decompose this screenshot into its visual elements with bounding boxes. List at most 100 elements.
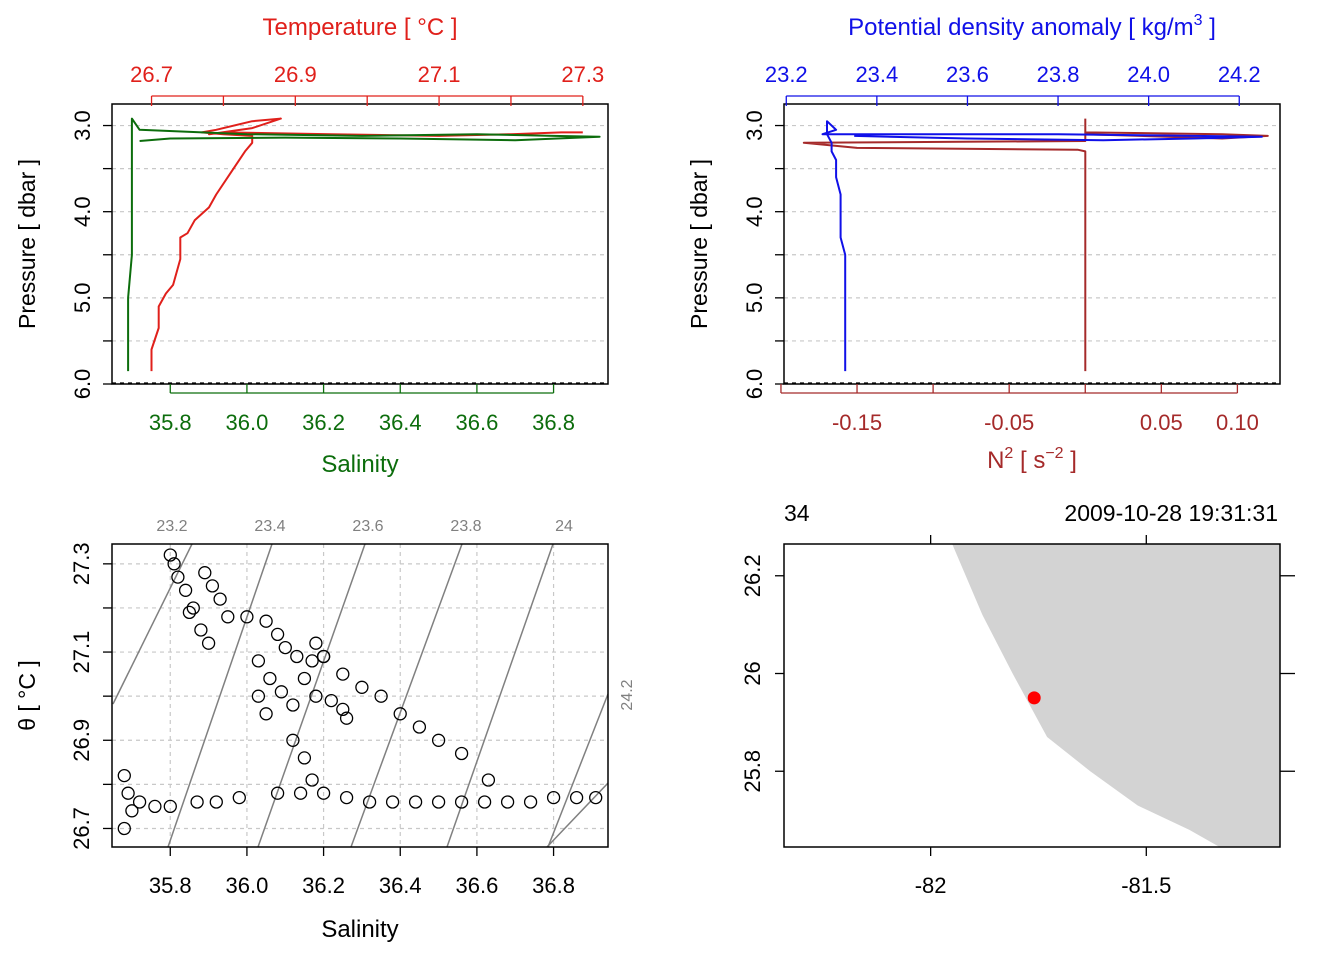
ts-point [297, 751, 312, 765]
ts-point [309, 636, 323, 650]
x-axis-title: Salinity [321, 916, 398, 943]
isopycnal-lines [112, 544, 608, 847]
density-axis-title: Potential density anomaly [ kg/m3 ] [848, 12, 1216, 41]
plot-frame [783, 543, 1281, 848]
temperature-tick-label: 26.7 [130, 62, 173, 87]
n2-profile-line [802, 118, 1269, 372]
ts-point [278, 640, 292, 655]
n2-tick-label: -0.15 [832, 410, 882, 435]
y-axis-title: θ [ °C ] [14, 660, 40, 731]
salinity-tick-label: 36.4 [379, 410, 422, 435]
ts-point [293, 786, 308, 800]
salinity-tick-label: 35.8 [149, 410, 192, 435]
ts-point [316, 786, 331, 800]
ts-point [251, 689, 266, 703]
ts-point [194, 623, 208, 637]
x-tick-label: 35.8 [149, 873, 192, 898]
ts-point [393, 707, 407, 721]
n2-tick-label: 0.05 [1140, 410, 1183, 435]
salinity-tick-label: 36.6 [455, 410, 498, 435]
ts-point [324, 693, 338, 708]
temperature-tick-label: 27.1 [418, 62, 461, 87]
ts-point [431, 795, 446, 809]
ts-point [117, 768, 131, 783]
ts-point [305, 654, 319, 668]
temperature-axis-title: Temperature [ °C ] [263, 14, 458, 41]
density-n2-panel: 3.0 4.0 5.0 6.0 Pressure [ dbar ] 23.2 23.4 23.… [686, 12, 1281, 474]
ts-point [412, 720, 427, 734]
ts-point [431, 733, 446, 747]
ts-point [121, 786, 135, 800]
ts-point [263, 671, 277, 686]
density-tick-label: 23.4 [855, 62, 898, 87]
salinity-tick-label: 36.8 [532, 410, 575, 435]
ts-points [117, 548, 603, 836]
ts-point [523, 795, 538, 809]
n2-tick-label: -0.05 [984, 410, 1034, 435]
ts-point [232, 790, 246, 805]
ts-point [589, 790, 603, 805]
ts-point [117, 821, 131, 836]
temperature-profile-line [150, 117, 583, 372]
ts-point [500, 795, 515, 809]
ts-point [355, 680, 369, 694]
ts-point [336, 702, 350, 717]
station-map-panel: -82 -81.5 25.8 26 26.2 34 2009-10-28 19:31:31 [740, 500, 1295, 898]
ts-point [178, 583, 193, 597]
x-tick-label: 36.2 [302, 873, 345, 898]
lon-tick-label: -81.5 [1121, 873, 1171, 898]
ts-point [481, 773, 496, 787]
y-tick-label: 26.7 [69, 807, 94, 850]
ts-point [205, 579, 220, 593]
ts-point [274, 685, 289, 699]
ts-point [132, 795, 147, 809]
y-tick-label: 3.0 [742, 110, 767, 141]
n2-tick-label: 0.10 [1216, 410, 1259, 435]
ts-point [546, 790, 561, 805]
isopycnal-line [257, 544, 366, 847]
land-area [952, 544, 1280, 847]
lat-tick-label: 26 [740, 661, 765, 685]
y-tick-label: 6.0 [70, 369, 95, 400]
density-tick-label: 23.2 [765, 62, 808, 87]
n2-axis-title: N2 [ s−2 ] [987, 445, 1077, 474]
ts-point [209, 795, 223, 809]
ts-point [270, 786, 285, 800]
ts-point [198, 566, 212, 580]
density-tick-label: 24.2 [1218, 62, 1261, 87]
ts-point [286, 733, 300, 747]
isopycnal-line [547, 693, 608, 847]
y-tick-label: 4.0 [742, 196, 767, 227]
ts-point [385, 795, 400, 809]
ts-point [454, 795, 469, 809]
isopycnal-label: 23.2 [156, 518, 187, 535]
ts-point [259, 614, 273, 628]
ts-point [374, 689, 388, 703]
station-number-label: 34 [784, 500, 810, 526]
x-tick-label: 36.0 [226, 873, 269, 898]
temperature-salinity-panel: 3.0 4.0 5.0 6.0 Pressure [ dbar ] 26.7 26.9 27.… [14, 14, 609, 478]
isopycnal-label: 23.6 [352, 518, 383, 535]
y-tick-label: 27.1 [69, 631, 94, 674]
plot-frame [111, 103, 609, 385]
station-time-label: 2009-10-28 19:31:31 [1064, 500, 1278, 526]
y-tick-label: 6.0 [742, 369, 767, 400]
salinity-tick-label: 36.0 [226, 410, 269, 435]
station-marker[interactable] [1027, 691, 1041, 705]
ts-point [339, 790, 354, 805]
x-tick-label: 36.4 [379, 873, 422, 898]
ts-point [190, 795, 204, 809]
ts-point [454, 746, 469, 761]
isopycnal-line [546, 782, 608, 847]
ts-point [167, 557, 181, 571]
isopycnal-label: 23.8 [450, 518, 481, 535]
ts-point [171, 570, 185, 584]
plot-frame [783, 103, 1281, 385]
lon-tick-label: -82 [915, 873, 947, 898]
ts-point [213, 592, 227, 606]
salinity-tick-label: 36.2 [302, 410, 345, 435]
y-tick-label: 4.0 [70, 196, 95, 227]
ts-point [163, 799, 177, 814]
ts-point [339, 711, 354, 725]
